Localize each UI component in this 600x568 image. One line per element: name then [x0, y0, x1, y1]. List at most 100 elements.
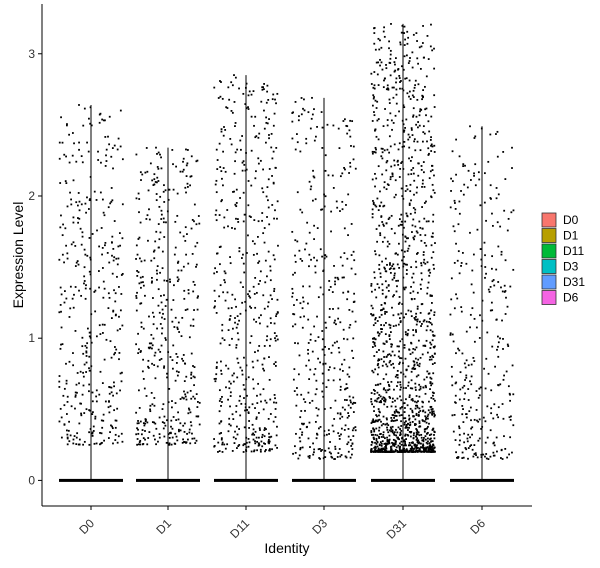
data-point — [350, 445, 353, 447]
data-point — [475, 326, 478, 329]
data-point — [257, 220, 260, 223]
data-point — [328, 280, 331, 282]
data-point — [228, 380, 231, 383]
data-point — [407, 434, 410, 437]
data-point — [224, 281, 226, 284]
data-point — [404, 127, 407, 129]
data-point — [408, 60, 411, 62]
data-point — [455, 381, 458, 384]
data-point — [115, 348, 118, 351]
data-point — [386, 84, 389, 87]
data-point — [428, 442, 431, 445]
data-point — [274, 408, 277, 410]
data-point — [257, 382, 260, 385]
data-point — [410, 379, 413, 382]
data-point — [478, 387, 481, 390]
data-point — [452, 225, 455, 228]
data-point — [220, 432, 223, 434]
data-point — [269, 269, 272, 272]
data-point — [383, 343, 386, 345]
data-point — [234, 227, 236, 230]
data-point — [373, 428, 376, 431]
data-point — [490, 412, 493, 415]
data-point — [385, 417, 388, 420]
data-point — [106, 251, 109, 254]
data-point — [409, 292, 412, 294]
data-point — [256, 359, 259, 362]
data-point — [501, 319, 503, 322]
data-point — [394, 375, 397, 378]
data-point — [332, 430, 335, 433]
data-point — [153, 257, 156, 260]
data-point — [387, 184, 390, 186]
data-point — [256, 252, 258, 255]
data-point — [87, 208, 90, 210]
data-point — [385, 443, 388, 446]
data-point — [254, 440, 256, 443]
data-point — [382, 308, 385, 310]
data-point — [489, 429, 492, 432]
data-point — [314, 339, 317, 342]
data-point — [66, 124, 68, 127]
data-point — [390, 227, 393, 230]
data-point — [376, 240, 379, 243]
data-point — [340, 433, 342, 436]
data-point — [183, 289, 186, 292]
data-point — [391, 397, 394, 400]
data-point — [411, 66, 414, 69]
data-point — [215, 377, 217, 380]
data-point — [374, 146, 377, 149]
data-point — [101, 382, 104, 385]
data-point — [262, 408, 265, 411]
data-point — [398, 450, 401, 453]
data-point — [381, 240, 384, 243]
data-point — [425, 441, 428, 444]
data-point — [400, 425, 403, 427]
data-point — [97, 159, 100, 161]
data-point — [271, 157, 274, 160]
data-point — [253, 219, 256, 221]
data-point — [396, 285, 398, 288]
data-point — [115, 419, 118, 422]
data-point — [469, 326, 471, 329]
data-point — [276, 217, 278, 220]
data-point — [255, 135, 258, 138]
data-point — [242, 262, 245, 265]
data-point — [410, 430, 413, 433]
data-point — [430, 323, 433, 326]
data-point — [192, 325, 195, 327]
data-point — [381, 151, 384, 154]
data-point — [418, 411, 420, 414]
data-point — [388, 47, 390, 50]
data-point — [321, 372, 324, 375]
data-point — [393, 274, 396, 277]
data-point — [395, 279, 398, 282]
data-point — [391, 430, 394, 432]
data-point — [267, 417, 270, 420]
data-point — [265, 116, 268, 119]
legend-label: D6 — [563, 291, 579, 305]
data-point — [406, 334, 409, 337]
data-point — [66, 436, 69, 439]
data-point — [415, 423, 417, 426]
data-point — [299, 440, 302, 443]
data-point — [430, 397, 433, 399]
data-point — [221, 395, 223, 398]
data-point — [305, 137, 308, 140]
data-point — [215, 367, 218, 370]
data-point — [151, 276, 153, 279]
data-point — [121, 203, 124, 206]
data-point — [339, 378, 341, 381]
data-point — [119, 145, 122, 148]
data-point — [77, 217, 79, 219]
data-point — [261, 187, 264, 190]
data-point — [414, 423, 416, 425]
data-point — [337, 127, 340, 130]
data-point — [214, 267, 217, 270]
data-point — [219, 80, 221, 82]
data-point — [508, 453, 511, 456]
data-point — [177, 269, 180, 272]
data-point — [371, 152, 374, 155]
data-point — [457, 250, 460, 253]
data-point — [83, 412, 86, 414]
